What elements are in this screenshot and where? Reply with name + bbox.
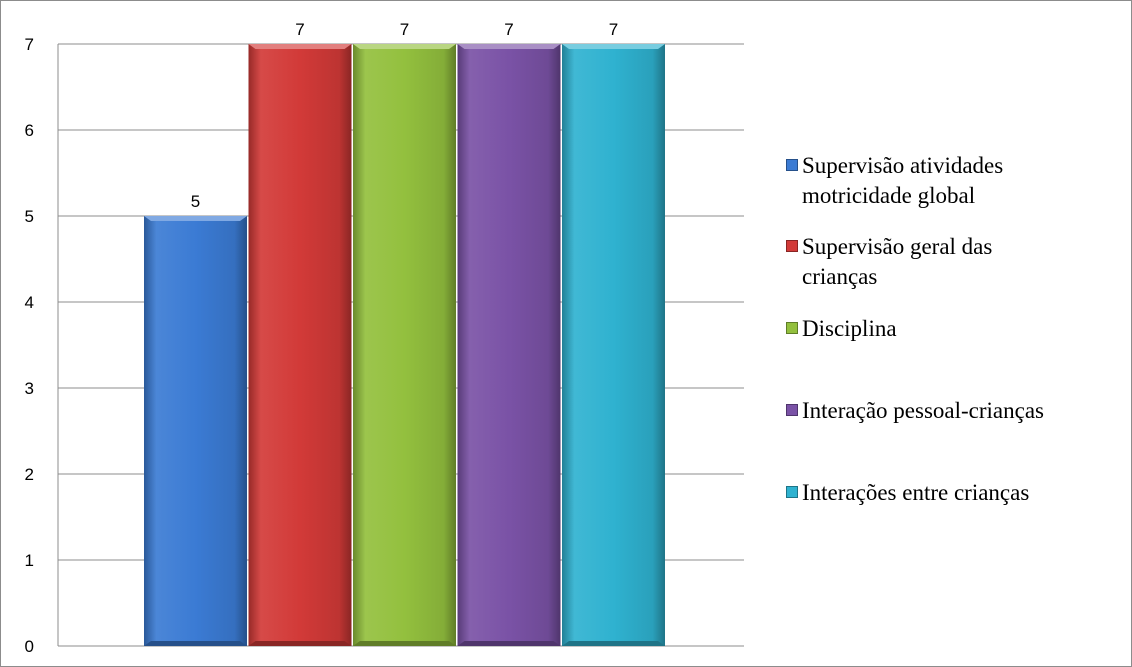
- legend-label-line: Supervisão atividades: [802, 153, 1004, 178]
- legend-item-interacoes-criancas[interactable]: Interações entre crianças: [786, 478, 1029, 508]
- bar-bevel-bottom: [248, 641, 352, 646]
- data-label: 7: [609, 20, 618, 39]
- bar: [457, 44, 561, 646]
- data-label: 5: [191, 192, 200, 211]
- y-tick-label: 4: [25, 293, 34, 312]
- bar-bevel-bottom: [353, 641, 456, 646]
- legend-item-interacao-pessoal[interactable]: Interação pessoal-crianças: [786, 396, 1044, 426]
- legend-label: Supervisão geral das crianças: [802, 232, 992, 292]
- bar-bevel-top: [144, 216, 247, 221]
- legend-item-supervisao-geral[interactable]: Supervisão geral das crianças: [786, 232, 992, 292]
- legend-swatch: [786, 240, 798, 252]
- legend-label: Supervisão atividades motricidade global: [802, 151, 1003, 211]
- bar-bevel-top: [353, 44, 456, 49]
- legend-label: Interações entre crianças: [802, 480, 1030, 505]
- data-label: 7: [295, 20, 304, 39]
- bar: [562, 44, 665, 646]
- y-tick-labels: 0 1 2 3 4 5 6 7: [25, 35, 34, 656]
- bars: [144, 44, 665, 646]
- legend-label: Interação pessoal-crianças: [802, 398, 1044, 423]
- bar-bevel-bottom: [144, 641, 247, 646]
- bar: [248, 44, 352, 646]
- data-label: 7: [400, 20, 409, 39]
- legend-swatch: [786, 322, 798, 334]
- legend-swatch: [786, 159, 798, 171]
- bar-bevel-top: [562, 44, 665, 49]
- y-tick-label: 3: [25, 379, 34, 398]
- bar-bevel-top: [457, 44, 561, 49]
- legend-label-line: motricidade global: [802, 183, 976, 208]
- bar-bevel-bottom: [457, 641, 561, 646]
- legend-label-line: crianças: [802, 264, 878, 289]
- y-tick-label: 1: [25, 551, 34, 570]
- data-label: 7: [504, 20, 513, 39]
- legend-swatch: [786, 486, 798, 498]
- legend-item-supervisao-motricidade[interactable]: Supervisão atividades motricidade global: [786, 151, 1003, 211]
- data-labels: 5 7 7 7 7: [191, 20, 618, 211]
- y-tick-label: 0: [25, 637, 34, 656]
- bar-bevel-top: [248, 44, 352, 49]
- bar: [353, 44, 456, 646]
- y-tick-label: 7: [25, 35, 34, 54]
- bar-bevel-bottom: [562, 641, 665, 646]
- legend-item-disciplina[interactable]: Disciplina: [786, 314, 897, 344]
- legend-swatch: [786, 404, 798, 416]
- legend-label: Disciplina: [802, 316, 897, 341]
- legend-label-line: Supervisão geral das: [802, 234, 993, 259]
- bar: [144, 216, 247, 646]
- y-tick-label: 2: [25, 465, 34, 484]
- y-tick-label: 5: [25, 207, 34, 226]
- y-tick-label: 6: [25, 121, 34, 140]
